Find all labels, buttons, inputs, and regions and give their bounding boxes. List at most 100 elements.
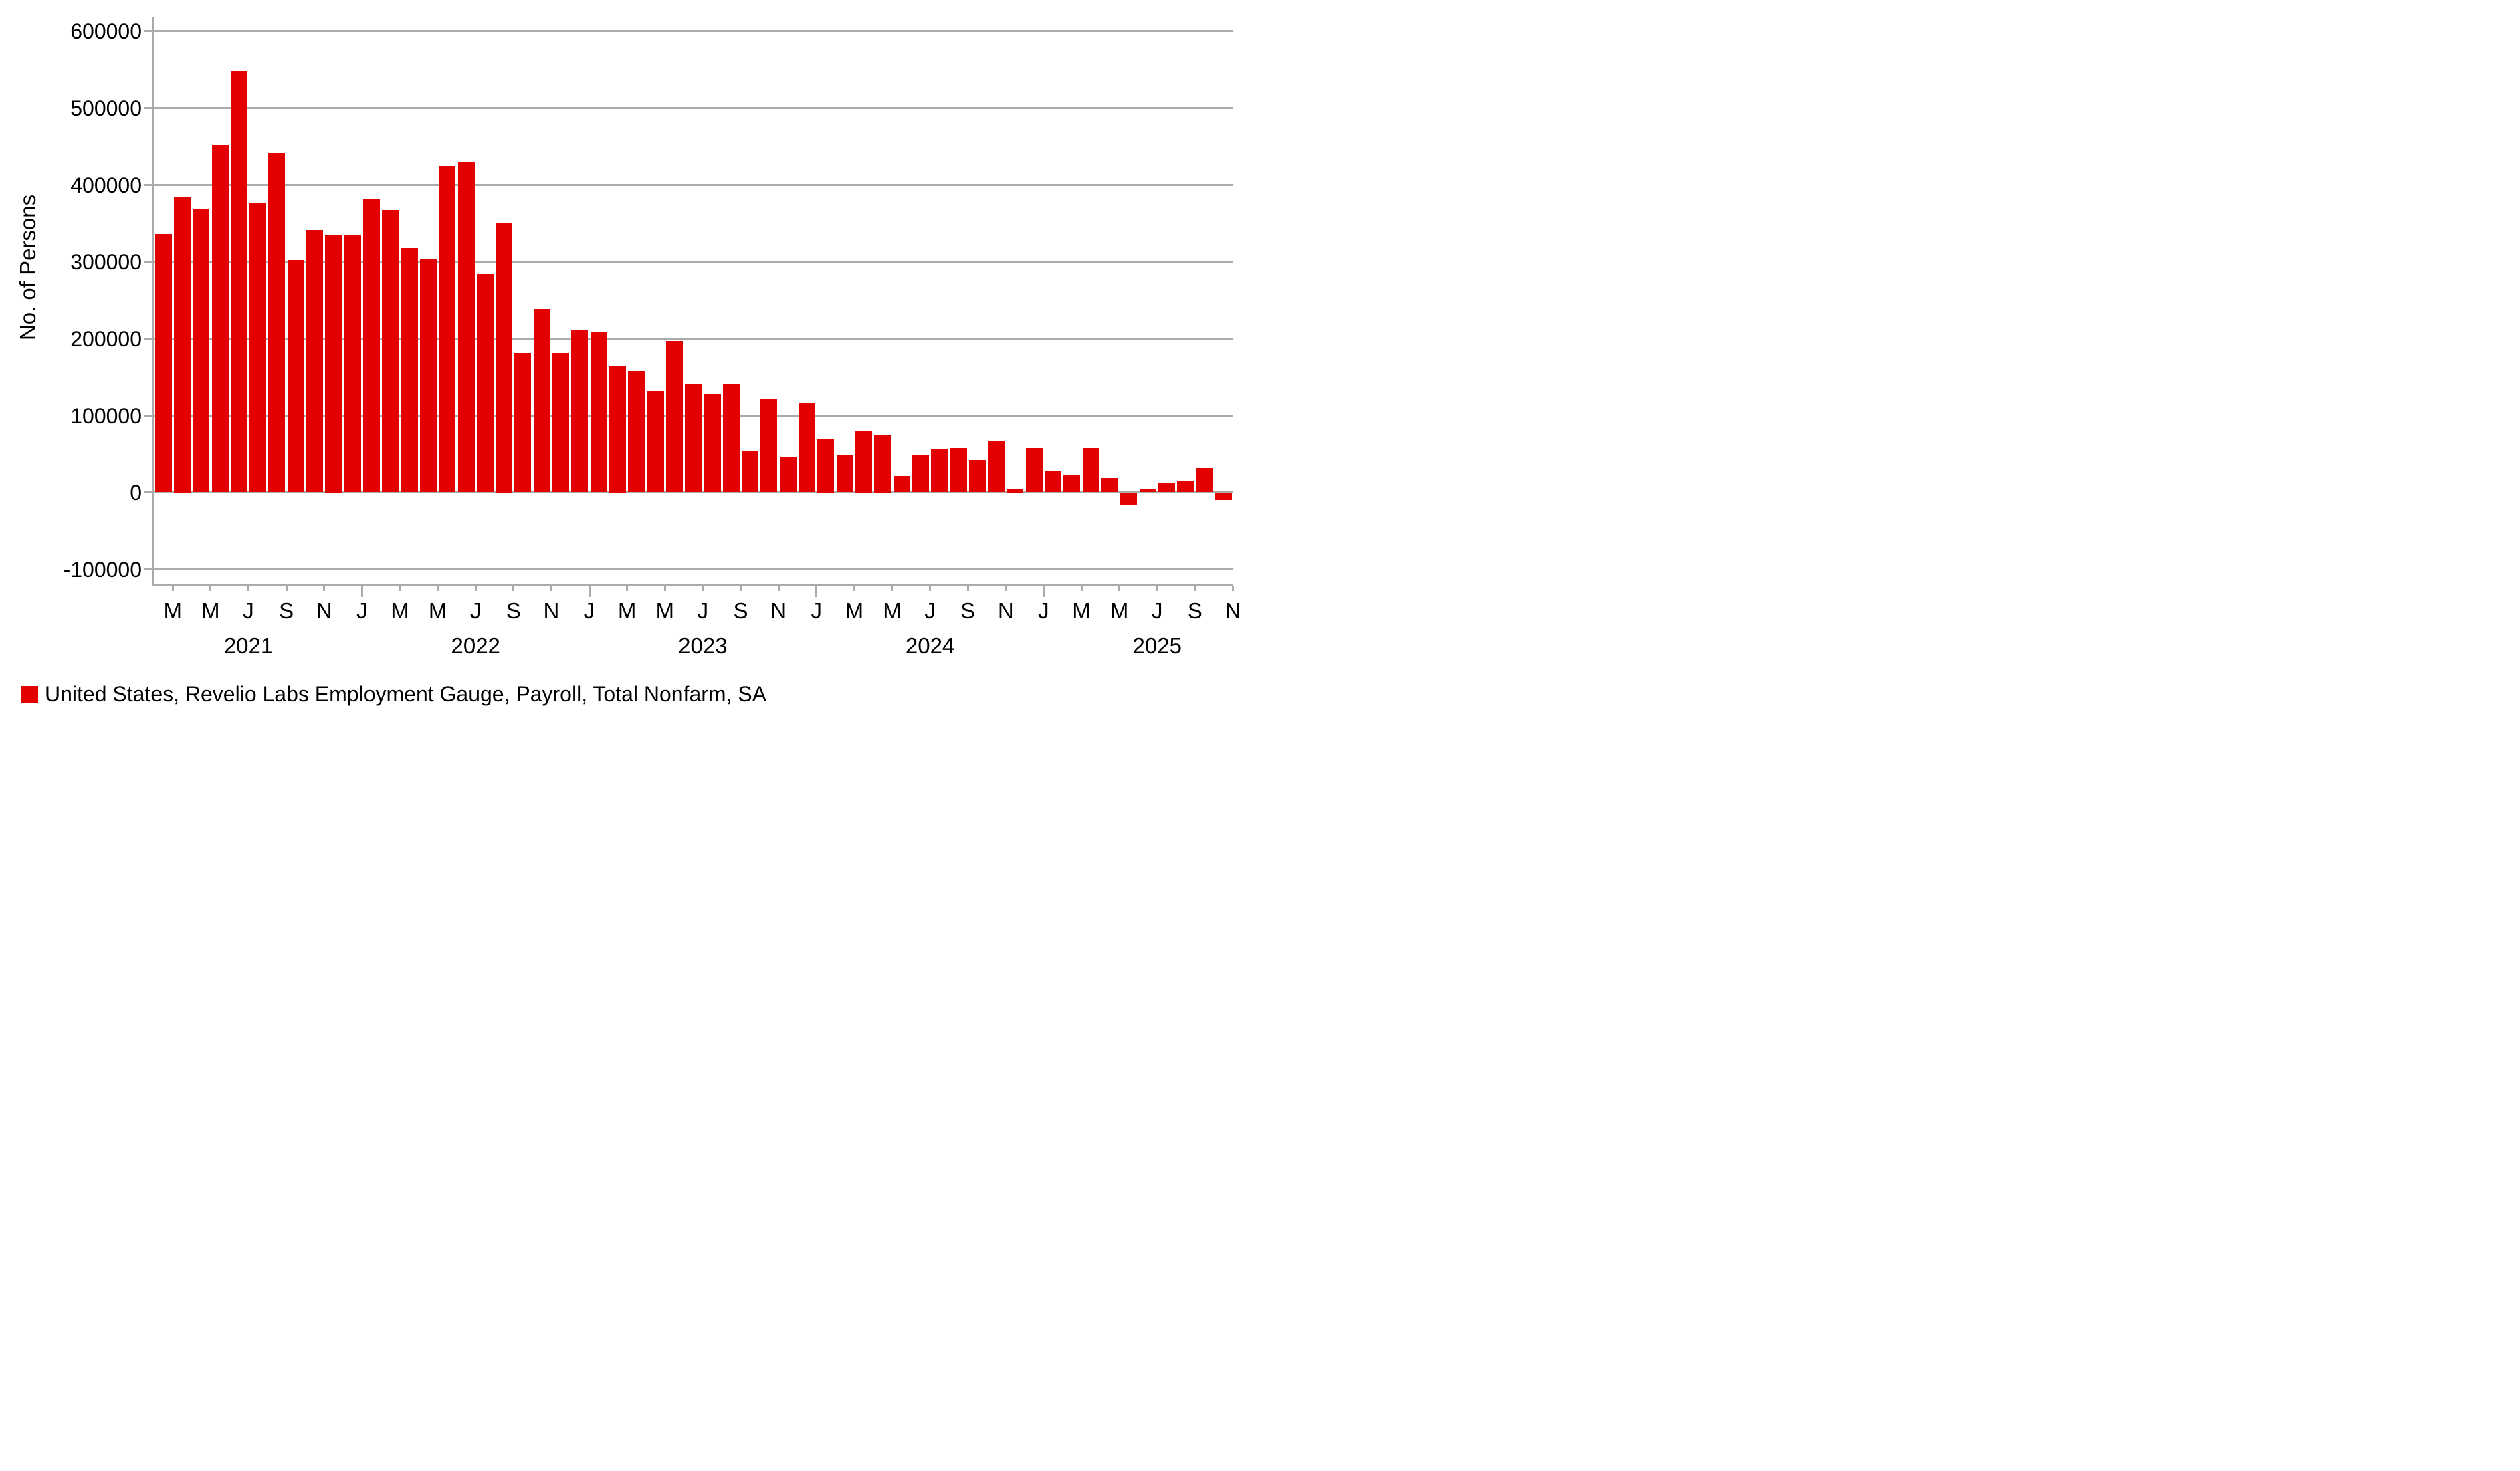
bar [211, 144, 229, 493]
y-tick-label: -100000 [63, 557, 142, 582]
bar [514, 353, 532, 493]
gridline [154, 338, 1233, 340]
bar [912, 455, 929, 493]
gridline [154, 568, 1233, 570]
bar [874, 435, 891, 493]
x-tick [323, 586, 326, 591]
x-tick [1005, 586, 1007, 591]
y-tick [144, 261, 154, 263]
bar [893, 476, 910, 493]
bar [931, 448, 948, 493]
bar [306, 230, 324, 493]
bar [1101, 477, 1118, 493]
bar [1025, 447, 1043, 493]
bar [533, 308, 550, 493]
bar [799, 402, 816, 493]
x-tick-label: N [770, 598, 787, 623]
x-tick-label: M [655, 598, 675, 623]
x-tick [1156, 586, 1158, 591]
x-tick [663, 586, 666, 591]
bar [1196, 467, 1213, 493]
bar [552, 353, 570, 493]
y-tick-label: 600000 [70, 19, 142, 43]
bar [685, 384, 702, 493]
bar [457, 162, 475, 493]
x-tick [626, 586, 629, 591]
bar [419, 258, 437, 493]
x-tick-label: J [697, 598, 709, 623]
x-tick-label: S [733, 598, 748, 623]
year-label: 2025 [1132, 633, 1182, 658]
bar [704, 394, 721, 493]
year-label: 2024 [905, 633, 955, 658]
x-tick-label: M [163, 598, 183, 623]
gridline [154, 261, 1233, 263]
bar [1215, 492, 1232, 500]
bar [173, 196, 191, 493]
bar [249, 203, 267, 493]
x-tick [1118, 586, 1121, 591]
x-tick-label: N [316, 598, 332, 623]
x-tick-label: M [428, 598, 447, 623]
y-tick [144, 107, 154, 109]
gridline [154, 30, 1233, 32]
x-tick-label: J [583, 598, 595, 623]
bar [325, 235, 342, 493]
x-tick [815, 586, 818, 597]
y-tick [144, 338, 154, 340]
x-tick [1194, 586, 1196, 591]
bar [1177, 481, 1194, 493]
x-tick-label: N [997, 598, 1014, 623]
x-tick-label: J [924, 598, 936, 623]
y-tick-label: 200000 [70, 326, 142, 351]
bar [1007, 488, 1024, 493]
x-tick-label: S [1187, 598, 1202, 623]
bar [571, 330, 589, 493]
x-tick-label: M [617, 598, 637, 623]
bar [439, 166, 456, 493]
bar [287, 260, 304, 493]
bar [382, 210, 399, 493]
x-tick-label: S [506, 598, 521, 623]
x-tick [853, 586, 855, 591]
bar [647, 390, 664, 493]
bar-chart: 600000 500000 400000 300000 200000 100000 0 -10… [0, 0, 1260, 669]
bar [1139, 489, 1156, 493]
x-tick [437, 586, 439, 591]
x-tick [550, 586, 552, 591]
x-tick [966, 586, 969, 591]
y-tick [144, 184, 154, 186]
x-tick [702, 586, 704, 591]
y-tick-label: 400000 [70, 173, 142, 197]
x-tick [399, 586, 401, 591]
x-tick [588, 586, 591, 597]
x-tick-label: M [845, 598, 864, 623]
x-tick-label: J [811, 598, 822, 623]
legend-label: United States, Revelio Labs Employment G… [45, 682, 767, 706]
x-tick-label: M [391, 598, 409, 623]
bar [363, 199, 381, 493]
bar [968, 460, 986, 493]
bar [1120, 492, 1138, 505]
bar [496, 223, 513, 493]
x-tick-label: N [543, 598, 560, 623]
x-tick-label: J [469, 598, 482, 623]
x-tick [1080, 586, 1083, 591]
year-label: 2021 [223, 633, 274, 658]
x-tick [209, 586, 212, 591]
x-tick-label: M [1072, 598, 1091, 623]
x-tick-label: S [279, 598, 294, 623]
bar [779, 457, 797, 493]
bar [344, 235, 361, 493]
bar [817, 439, 835, 493]
x-tick-label: J [356, 598, 368, 623]
bar [590, 332, 607, 493]
y-tick-label: 300000 [70, 249, 142, 274]
chart-page: 600000 500000 400000 300000 200000 100000 0 -10… [0, 0, 1260, 735]
x-tick-label: M [883, 598, 902, 623]
x-tick [777, 586, 780, 591]
bar [193, 209, 210, 493]
x-tick [285, 586, 288, 591]
legend-swatch-icon [21, 686, 38, 703]
bar [1158, 483, 1175, 493]
